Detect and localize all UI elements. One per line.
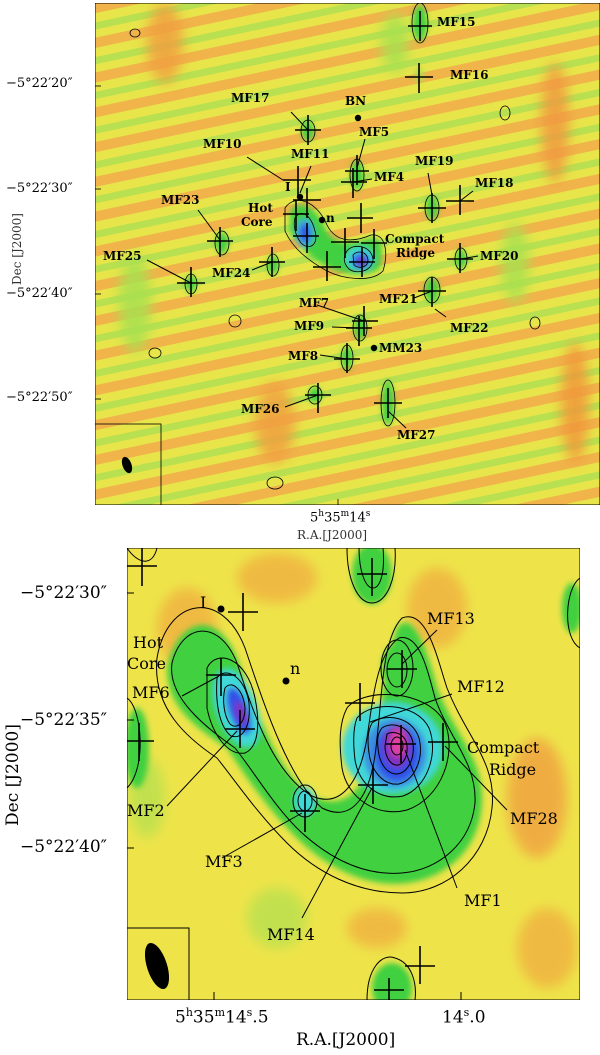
bottom-leader-lines: [166, 629, 508, 919]
bottom-label-compact: Compact: [467, 738, 540, 757]
bottom-beam-inset: [127, 927, 190, 1000]
label-bn: BN: [345, 94, 366, 108]
bn-marker: [354, 114, 362, 122]
bottom-ytick-35: −5°22′35″: [20, 710, 108, 730]
top-x-tick: 5h35m14s: [310, 509, 371, 526]
bottom-crosses: [127, 548, 458, 1000]
label-mf25: MF25: [103, 249, 142, 263]
bottom-source-labels: MF13 MF12 MF6 MF2 MF28 MF3 MF1 MF14: [127, 609, 558, 944]
bottom-x-tick-left: 5h35m14s.5: [175, 1006, 269, 1028]
bottom-map-panel: MF13 MF12 MF6 MF2 MF28 MF3 MF1 MF14 I n …: [127, 548, 580, 1000]
bottom-y-axis-label: Dec [J2000]: [3, 724, 23, 826]
bottom-n-marker: [282, 677, 290, 685]
beam-ellipse: [121, 456, 133, 474]
label-mf7: MF7: [299, 296, 329, 310]
top-leader-lines: [146, 111, 479, 429]
label-mm23: MM23: [379, 341, 422, 355]
bottom-label-hot: Hot: [133, 633, 164, 652]
top-source-labels: MF15 MF16 MF17 MF5 MF10 MF11 MF4 MF19 MF…: [103, 15, 519, 442]
top-beam-inset: [95, 423, 162, 505]
label-mf24: MF24: [212, 266, 251, 280]
label-mf19: MF19: [415, 154, 454, 168]
label-mf3: MF3: [205, 852, 243, 871]
label-compact: Compact: [385, 232, 445, 246]
bottom-beam-ellipse: [144, 942, 170, 990]
label-mf27: MF27: [397, 428, 436, 442]
label-mf5: MF5: [359, 125, 389, 139]
bottom-i-marker: [217, 605, 225, 613]
label-mf10: MF10: [203, 137, 242, 151]
bottom-ticks: [127, 592, 462, 1000]
bottom-contours: [127, 548, 580, 1000]
label-mf8: MF8: [288, 349, 318, 363]
label-mf14: MF14: [267, 925, 315, 944]
bottom-label-n: n: [290, 659, 300, 678]
n-marker: [318, 216, 326, 224]
label-i: I: [285, 180, 291, 194]
bottom-x-tick-right: 14s.0: [442, 1006, 486, 1028]
bottom-marker-labels: I n Hot Core Compact Ridge: [127, 593, 540, 779]
label-core: Core: [241, 215, 273, 229]
label-mf23: MF23: [161, 193, 200, 207]
label-mf13: MF13: [427, 609, 475, 628]
top-ytick-30: −5°22′30″: [6, 181, 73, 196]
bottom-ytick-30: −5°22′30″: [20, 583, 108, 603]
bottom-label-i: I: [200, 593, 206, 612]
label-mf6: MF6: [132, 683, 170, 702]
bottom-star-markers: [217, 605, 290, 685]
top-ytick-40: −5°22′40″: [6, 286, 73, 301]
label-mf2: MF2: [127, 801, 165, 820]
mm23-marker: [370, 344, 378, 352]
top-ytick-20: −5°22′20″: [6, 76, 73, 91]
label-mf12: MF12: [457, 677, 505, 696]
label-mf20: MF20: [480, 249, 519, 263]
bottom-label-core: Core: [127, 654, 166, 673]
label-mf9: MF9: [294, 319, 324, 333]
i-marker: [296, 193, 304, 201]
bottom-ytick-40: −5°22′40″: [20, 837, 108, 857]
top-map-panel: MF15 MF16 MF17 MF5 MF10 MF11 MF4 MF19 MF…: [95, 3, 600, 505]
label-n: n: [326, 211, 335, 225]
bottom-x-axis-label: R.A.[J2000]: [296, 1030, 396, 1050]
label-ridge: Ridge: [396, 246, 435, 260]
top-x-axis-label: R.A.[J2000]: [297, 528, 368, 542]
bottom-label-ridge: Ridge: [489, 760, 536, 779]
label-mf22: MF22: [450, 321, 489, 335]
label-mf26: MF26: [241, 402, 280, 416]
label-mf16: MF16: [450, 68, 489, 82]
label-mf17: MF17: [231, 91, 270, 105]
label-mf18: MF18: [475, 176, 514, 190]
label-mf15: MF15: [437, 15, 476, 29]
top-ytick-50: −5°22′50″: [6, 390, 73, 405]
top-y-axis-label: Dec [J2000]: [10, 213, 24, 285]
label-mf1: MF1: [464, 891, 502, 910]
top-crosses: [177, 11, 474, 418]
top-star-markers: [296, 114, 378, 352]
label-mf11: MF11: [291, 147, 330, 161]
top-marker-labels: BN I n MM23 Hot Core Compact Ridge: [241, 94, 445, 355]
top-ticks: [95, 85, 339, 505]
label-mf4: MF4: [374, 170, 404, 184]
label-mf21: MF21: [379, 292, 418, 306]
label-hot: Hot: [248, 201, 273, 215]
label-mf28: MF28: [510, 809, 558, 828]
top-map-background: [95, 3, 600, 505]
